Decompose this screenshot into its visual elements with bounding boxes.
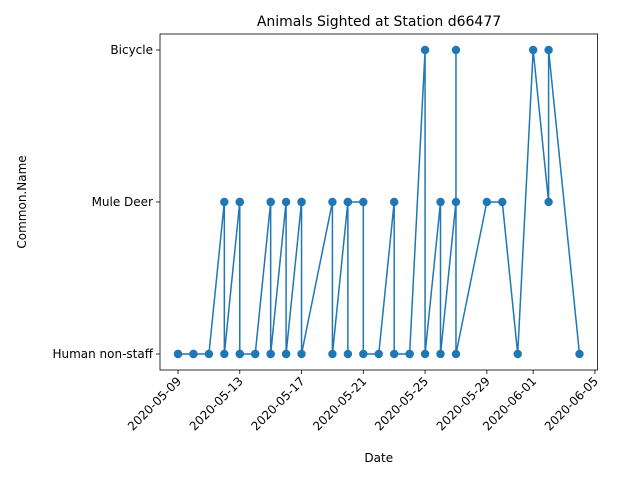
data-point bbox=[359, 349, 368, 359]
data-point bbox=[482, 197, 492, 207]
data-point bbox=[251, 349, 260, 359]
data-point bbox=[451, 197, 461, 207]
data-point bbox=[420, 45, 430, 55]
data-point bbox=[389, 349, 399, 359]
data-point bbox=[220, 349, 229, 359]
data-point bbox=[544, 197, 553, 207]
data-point bbox=[266, 197, 275, 207]
data-point bbox=[420, 349, 430, 359]
series-layer bbox=[173, 45, 584, 359]
data-point bbox=[189, 349, 198, 359]
data-point bbox=[405, 349, 414, 359]
data-point bbox=[220, 197, 229, 207]
data-point bbox=[204, 349, 214, 359]
data-point bbox=[281, 349, 291, 359]
data-point bbox=[544, 45, 553, 55]
data-point bbox=[281, 197, 291, 207]
data-point bbox=[173, 349, 183, 359]
y-tick-label: Human non-staff bbox=[52, 347, 153, 361]
y-axis-title: Common.Name bbox=[15, 155, 29, 248]
data-point bbox=[235, 197, 244, 207]
data-point bbox=[436, 197, 445, 207]
chart-title: Animals Sighted at Station d66477 bbox=[257, 14, 501, 30]
y-tick-label: Mule Deer bbox=[92, 195, 153, 209]
data-point bbox=[297, 349, 306, 359]
data-point bbox=[575, 349, 584, 359]
data-point bbox=[359, 197, 368, 207]
y-tick-label: Bicycle bbox=[110, 43, 153, 57]
data-point bbox=[343, 349, 353, 359]
data-point bbox=[266, 349, 275, 359]
data-point bbox=[328, 197, 337, 207]
data-point bbox=[389, 197, 399, 207]
plot-area bbox=[159, 33, 598, 371]
data-point bbox=[451, 349, 461, 359]
data-point bbox=[235, 349, 244, 359]
x-axis-title: Date bbox=[364, 451, 393, 465]
data-point bbox=[374, 349, 383, 359]
data-point bbox=[436, 349, 445, 359]
data-point bbox=[328, 349, 337, 359]
data-point bbox=[343, 197, 353, 207]
y-axis: Human non-staff Mule Deer Bicycle bbox=[52, 43, 160, 361]
data-point bbox=[513, 349, 522, 359]
data-point bbox=[451, 45, 461, 55]
data-point bbox=[498, 197, 507, 207]
data-point bbox=[528, 45, 538, 55]
data-point bbox=[297, 197, 306, 207]
